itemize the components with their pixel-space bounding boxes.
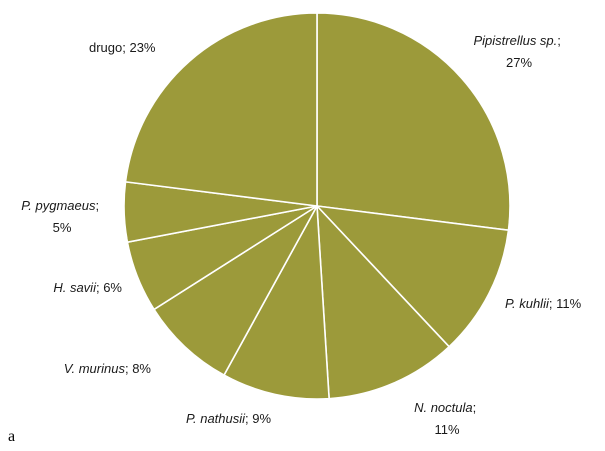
pie-slice-7 bbox=[124, 12, 318, 207]
panel-letter: a bbox=[8, 428, 16, 445]
pie-slice-0 bbox=[316, 12, 511, 232]
slice-label-nathusii: P. nathusii; 9% bbox=[186, 411, 271, 426]
pie-slice-1 bbox=[314, 204, 510, 348]
slice-label-pygmaeus: P. pygmaeus; 5% bbox=[21, 198, 102, 235]
slice-label-murinus: V. murinus; 8% bbox=[64, 361, 152, 376]
slice-label-savii: H. savii; 6% bbox=[53, 280, 122, 295]
pie-slice-4 bbox=[152, 205, 318, 377]
slice-label-pipistrellus: Pipistrellus sp.; 27% bbox=[473, 33, 564, 70]
pie-slice-3 bbox=[222, 203, 330, 400]
pie-slice-2 bbox=[316, 203, 451, 400]
pie-slices bbox=[123, 12, 511, 400]
slice-label-drugo: drugo; 23% bbox=[89, 40, 156, 55]
slice-label-kuhlii: P. kuhlii; 11% bbox=[505, 296, 582, 311]
slice-label-noctula: N. noctula; 11% bbox=[414, 400, 480, 437]
